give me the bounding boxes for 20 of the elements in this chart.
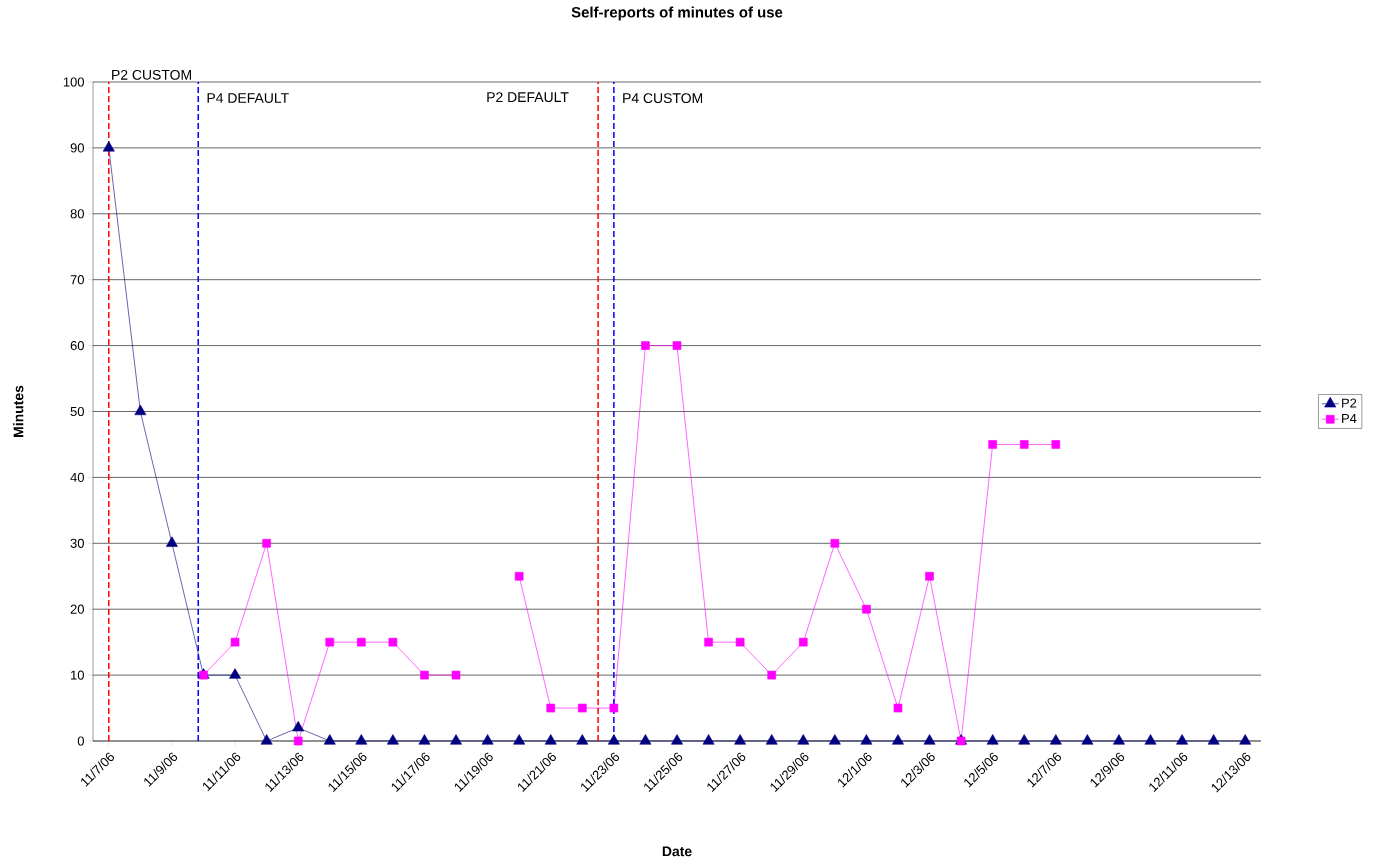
ref-line-label: P2 CUSTOM [112, 69, 191, 80]
y-tick-label: 10 [71, 670, 84, 680]
ref-line-label: P2 DEFAULT [487, 92, 569, 103]
x-axis-title: Date [662, 846, 692, 857]
y-tick-label: 30 [70, 538, 84, 548]
y-tick-label: 0 [77, 736, 84, 746]
legend-label: P4 [1342, 414, 1357, 423]
y-tick-label: 50 [70, 406, 84, 417]
y-tick-label: 100 [63, 77, 84, 87]
y-tick-label: 70 [70, 275, 84, 285]
y-tick-label: 40 [70, 472, 84, 482]
chart-title: Self-reports of minutes of use [571, 6, 783, 21]
ref-line-label: P4 DEFAULT [207, 93, 289, 103]
y-tick-label: 60 [70, 341, 84, 351]
y-tick-label: 90 [70, 143, 84, 153]
ref-line-label: P4 CUSTOM [623, 93, 703, 104]
y-axis-title: Minutes [13, 385, 24, 437]
legend-label: P2 [1342, 398, 1357, 408]
y-tick-label: 80 [70, 209, 84, 219]
y-tick-label: 20 [70, 604, 84, 614]
